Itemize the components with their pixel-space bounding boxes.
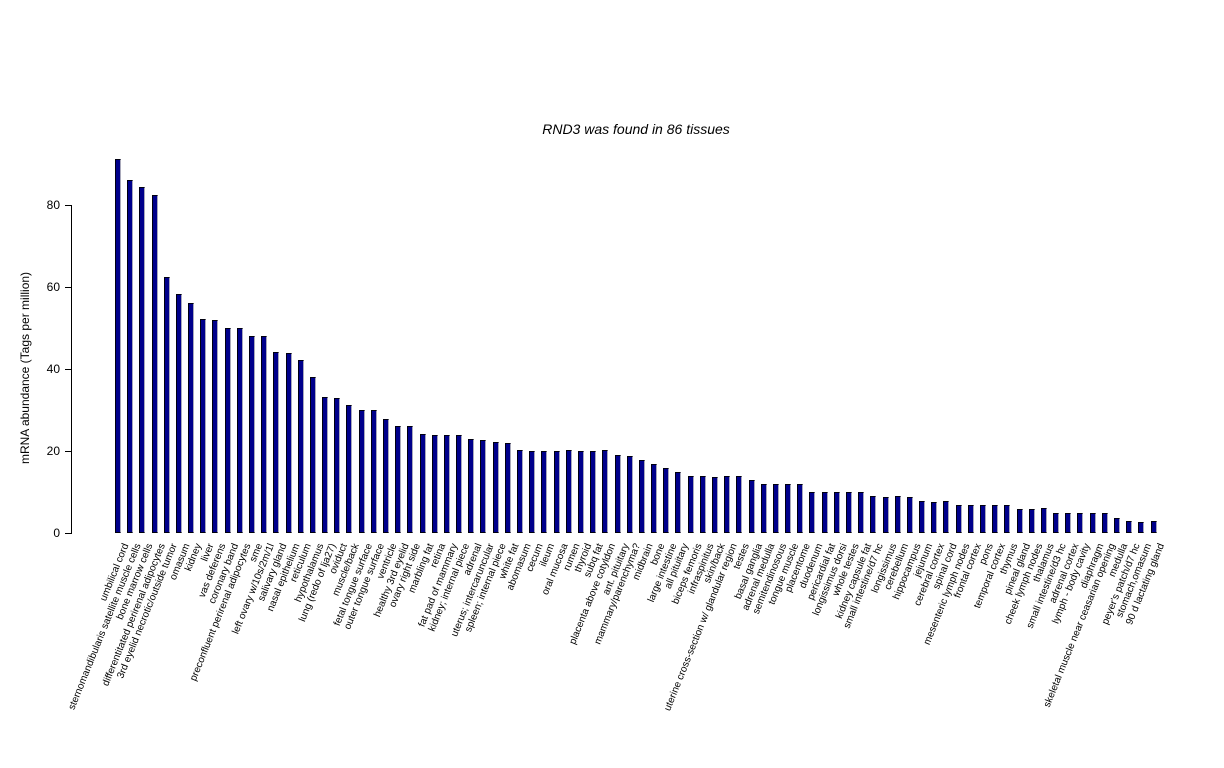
bar	[200, 319, 206, 533]
bar	[870, 496, 876, 533]
bar	[188, 303, 194, 533]
bar	[261, 336, 267, 533]
y-tick-label: 80	[46, 198, 60, 212]
bar	[480, 440, 486, 533]
bar	[712, 477, 718, 533]
y-tick-label: 60	[46, 280, 60, 294]
bar	[1029, 509, 1035, 533]
bar	[749, 480, 755, 533]
bar	[456, 435, 462, 533]
bar	[164, 277, 170, 533]
bar	[883, 497, 889, 533]
bar	[736, 476, 742, 533]
bar	[371, 410, 377, 533]
y-tick-mark	[65, 205, 72, 206]
bar	[773, 484, 779, 533]
bar	[493, 442, 499, 533]
bar	[797, 484, 803, 533]
bar	[700, 476, 706, 533]
bar	[359, 410, 365, 533]
bar	[590, 451, 596, 533]
bar	[1065, 513, 1071, 533]
bar	[505, 443, 511, 533]
bar	[517, 450, 523, 533]
bar	[834, 492, 840, 533]
bar	[1126, 521, 1132, 533]
y-tick-mark	[65, 451, 72, 452]
y-tick-label: 20	[46, 444, 60, 458]
bar	[286, 353, 292, 533]
bar	[968, 505, 974, 533]
bar	[1041, 508, 1047, 533]
bar	[298, 360, 304, 533]
bar	[931, 502, 937, 533]
bar	[956, 505, 962, 533]
bar	[346, 405, 352, 533]
bar	[1053, 513, 1059, 533]
bar	[822, 492, 828, 533]
bar	[761, 484, 767, 533]
y-tick-mark	[65, 533, 72, 534]
bar	[322, 397, 328, 533]
bar	[249, 336, 255, 533]
bar	[310, 377, 316, 533]
bar	[152, 195, 158, 533]
bar	[907, 497, 913, 533]
bar	[554, 451, 560, 533]
y-tick-label: 40	[46, 362, 60, 376]
bar	[663, 468, 669, 533]
bar	[273, 352, 279, 533]
bar	[724, 476, 730, 533]
bar	[1077, 513, 1083, 533]
bar	[225, 328, 231, 533]
bar	[1090, 513, 1096, 533]
bar	[395, 426, 401, 533]
bar	[468, 439, 474, 533]
bar	[858, 492, 864, 533]
bar	[407, 426, 413, 533]
bar	[809, 492, 815, 533]
bar	[980, 505, 986, 533]
bar	[785, 484, 791, 533]
bar	[1151, 521, 1157, 533]
chart-title: RND3 was found in 86 tissues	[542, 121, 730, 137]
bar	[334, 398, 340, 533]
bar	[992, 505, 998, 533]
bar	[1004, 505, 1010, 533]
bar	[1017, 509, 1023, 533]
bar	[615, 455, 621, 533]
bar	[943, 501, 949, 533]
bar	[639, 460, 645, 533]
bar	[566, 450, 572, 533]
bar	[115, 159, 121, 533]
bar	[578, 451, 584, 533]
bar	[675, 472, 681, 533]
bar	[420, 434, 426, 533]
bar	[139, 187, 145, 533]
bar	[237, 328, 243, 533]
bar	[846, 492, 852, 533]
y-tick-mark	[65, 287, 72, 288]
bar	[432, 435, 438, 533]
y-tick-label: 0	[53, 526, 60, 540]
bar	[919, 501, 925, 533]
bar	[895, 496, 901, 533]
bar	[1102, 513, 1108, 533]
bar	[444, 435, 450, 533]
bar	[176, 294, 182, 533]
y-axis-title: mRNA abundance (Tags per million)	[18, 271, 32, 465]
bar	[529, 451, 535, 533]
y-tick-mark	[65, 369, 72, 370]
bar	[1114, 518, 1120, 533]
bar	[383, 419, 389, 533]
bar	[541, 451, 547, 533]
bar	[212, 320, 218, 533]
bar	[127, 180, 133, 533]
bar	[627, 456, 633, 533]
bar	[688, 476, 694, 533]
bar	[1138, 522, 1144, 533]
bar	[602, 450, 608, 533]
bar	[651, 464, 657, 533]
